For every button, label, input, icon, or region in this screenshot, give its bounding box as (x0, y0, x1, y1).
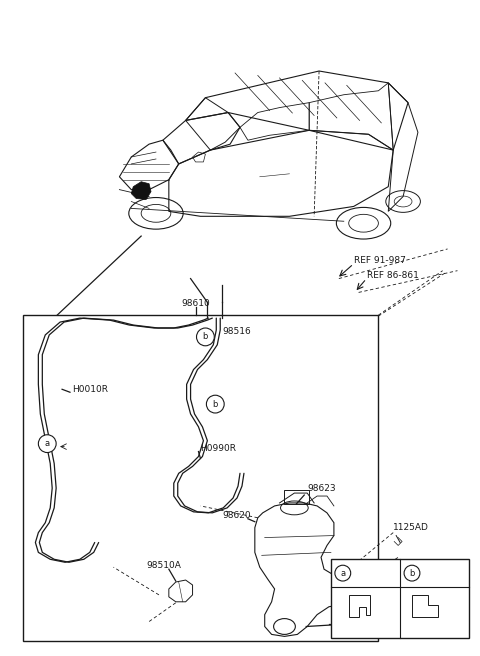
Text: 98610: 98610 (181, 298, 210, 308)
Text: 98516: 98516 (222, 327, 251, 337)
Text: 98510A: 98510A (146, 561, 181, 569)
Circle shape (206, 395, 224, 413)
Text: H0010R: H0010R (72, 385, 108, 394)
Bar (331, 560, 469, 638)
Circle shape (196, 328, 214, 346)
Text: 98623: 98623 (307, 483, 336, 493)
Text: 81199: 81199 (353, 569, 382, 578)
Text: REF 86-861: REF 86-861 (367, 271, 419, 280)
Circle shape (404, 565, 420, 581)
Text: 98661G: 98661G (422, 569, 457, 578)
Bar (23, 315, 378, 642)
Polygon shape (131, 182, 151, 199)
Text: b: b (409, 569, 415, 578)
Text: a: a (45, 439, 50, 448)
Text: REF 91-987: REF 91-987 (354, 256, 406, 265)
Text: a: a (340, 569, 345, 578)
Circle shape (38, 435, 56, 453)
Bar (285, 490, 309, 504)
Circle shape (335, 565, 351, 581)
Text: 98622: 98622 (339, 612, 367, 621)
Text: 1125AD: 1125AD (393, 523, 429, 532)
Text: H0990R: H0990R (201, 444, 237, 453)
Text: 98620: 98620 (222, 511, 251, 520)
Text: b: b (213, 400, 218, 409)
Text: b: b (203, 333, 208, 341)
